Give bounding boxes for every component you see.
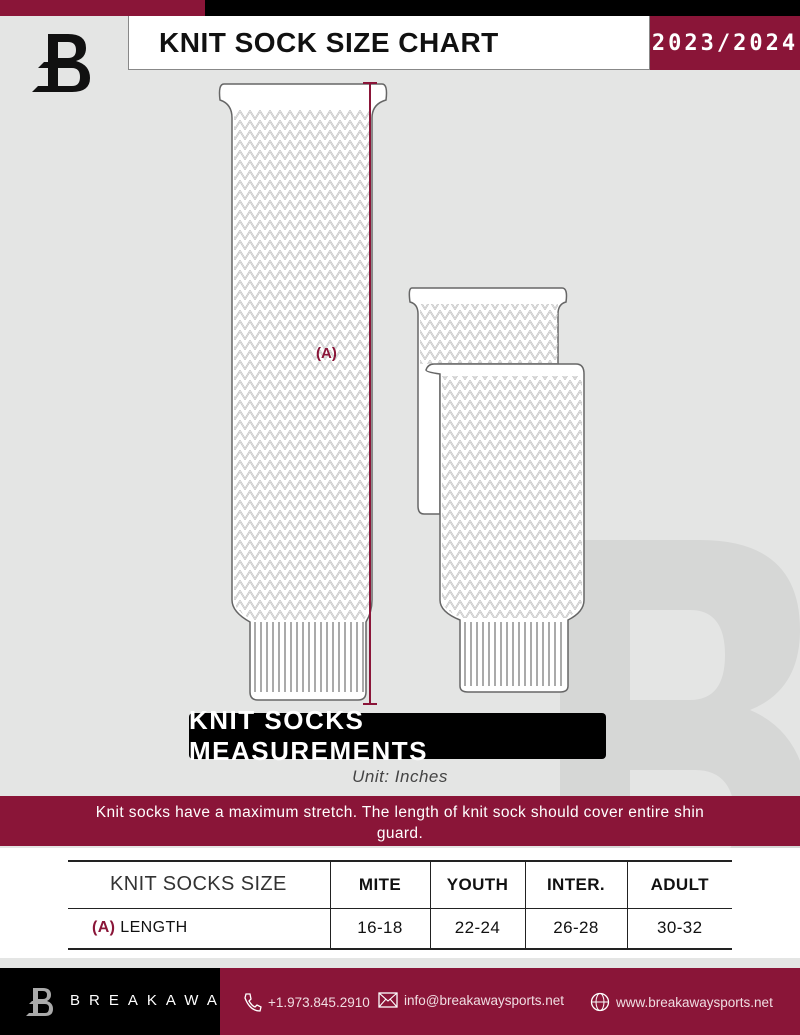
- footer-email[interactable]: info@breakawaysports.net: [378, 992, 564, 1008]
- table-cell: 30-32: [626, 908, 732, 950]
- table-row: (A) LENGTH 16-18 22-24 26-28 30-32: [68, 908, 732, 950]
- row-name: LENGTH: [120, 919, 188, 937]
- column-header: MITE: [329, 860, 430, 909]
- size-table: KNIT SOCKS SIZE MITE YOUTH INTER. ADULT …: [68, 860, 732, 950]
- phone-icon: [244, 993, 262, 1012]
- row-label: (A) LENGTH: [68, 908, 330, 950]
- footer-logo: [26, 988, 53, 1016]
- long-sock: [218, 83, 388, 701]
- season-label: 2023/2024: [650, 16, 800, 70]
- table-header-row: KNIT SOCKS SIZE MITE YOUTH INTER. ADULT: [68, 860, 732, 909]
- page-title: KNIT SOCK SIZE CHART: [128, 16, 650, 70]
- email-address[interactable]: info@breakawaysports.net: [404, 992, 565, 1008]
- section-title: KNIT SOCKS MEASUREMENTS: [189, 705, 606, 766]
- length-measure-line: [363, 82, 377, 705]
- unit-label: Unit: Inches: [352, 767, 448, 786]
- table-cell: 22-24: [429, 908, 525, 950]
- footer-brand-name: BREAKAWAY: [70, 992, 244, 1009]
- email-icon: [378, 992, 398, 1008]
- row-code: (A): [92, 919, 116, 937]
- footer-contact-bar: +1.973.845.2910 info@breakawaysports.net…: [220, 968, 800, 1035]
- globe-icon: [590, 992, 610, 1012]
- column-header: ADULT: [626, 860, 732, 909]
- footer-phone: +1.973.845.2910: [242, 992, 370, 1012]
- measure-label-a: (A): [316, 345, 337, 362]
- footer-brand-area: [0, 968, 220, 1035]
- footer-website[interactable]: www.breakawaysports.net: [590, 992, 773, 1012]
- top-black-bar: [205, 0, 800, 16]
- short-sock-front: [425, 363, 585, 693]
- phone-number: +1.973.845.2910: [268, 994, 370, 1010]
- table-cell: 16-18: [329, 908, 430, 950]
- top-accent-bar: [0, 0, 205, 16]
- breakaway-logo: [32, 34, 90, 92]
- stretch-note: Knit socks have a maximum stretch. The l…: [0, 796, 800, 846]
- column-header: YOUTH: [429, 860, 525, 909]
- size-table-panel: KNIT SOCKS SIZE MITE YOUTH INTER. ADULT …: [0, 848, 800, 958]
- column-header: KNIT SOCKS SIZE: [68, 860, 330, 909]
- sock-diagram: [218, 82, 585, 705]
- column-header: INTER.: [524, 860, 627, 909]
- short-sock-back: [408, 287, 568, 515]
- website-url[interactable]: www.breakawaysports.net: [616, 994, 773, 1010]
- table-cell: 26-28: [524, 908, 627, 950]
